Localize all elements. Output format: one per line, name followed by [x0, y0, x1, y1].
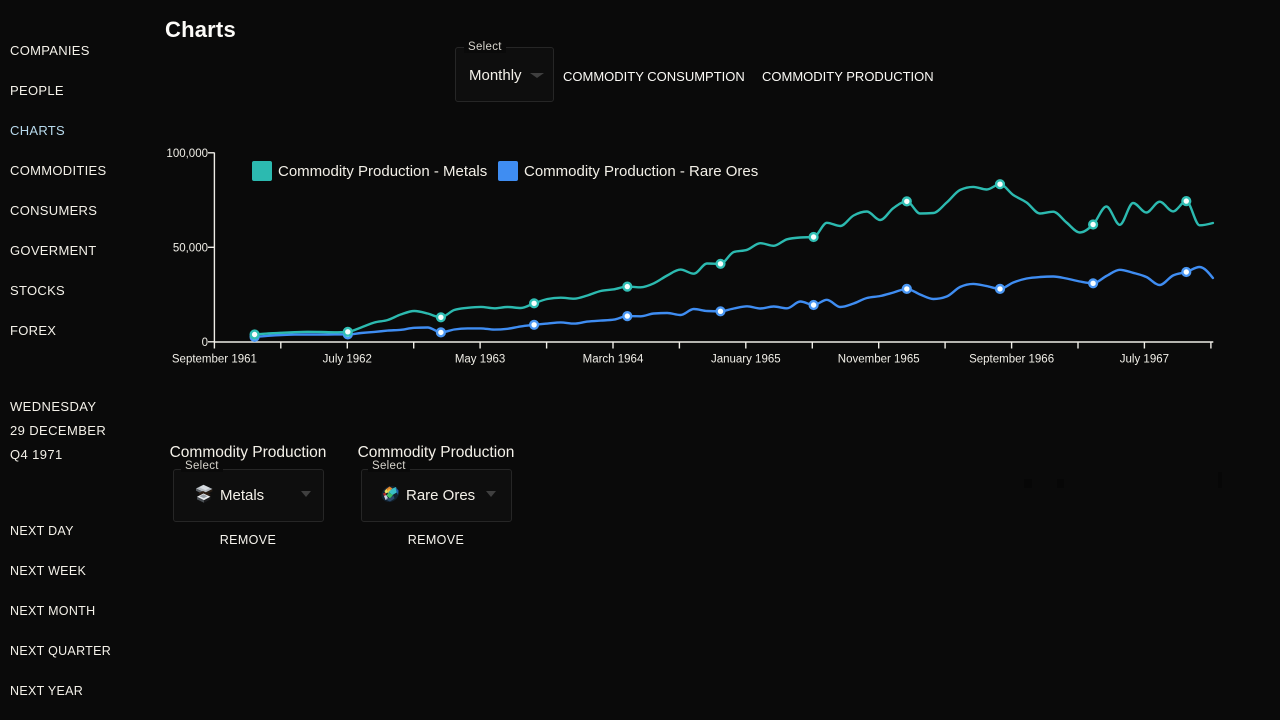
svg-text:September 1961: September 1961	[172, 354, 257, 366]
svg-text:July 1967: July 1967	[1120, 354, 1169, 366]
svg-text:50,000: 50,000	[173, 243, 208, 255]
svg-text:July 1962: July 1962	[323, 354, 372, 366]
svg-text:0: 0	[202, 337, 208, 349]
svg-text:100,000: 100,000	[166, 148, 208, 160]
svg-text:January 1965: January 1965	[711, 354, 781, 366]
svg-text:September 1966: September 1966	[969, 354, 1054, 366]
svg-text:March 1964: March 1964	[583, 354, 644, 366]
svg-text:May 1963: May 1963	[455, 354, 506, 366]
svg-text:November 1965: November 1965	[838, 354, 920, 366]
